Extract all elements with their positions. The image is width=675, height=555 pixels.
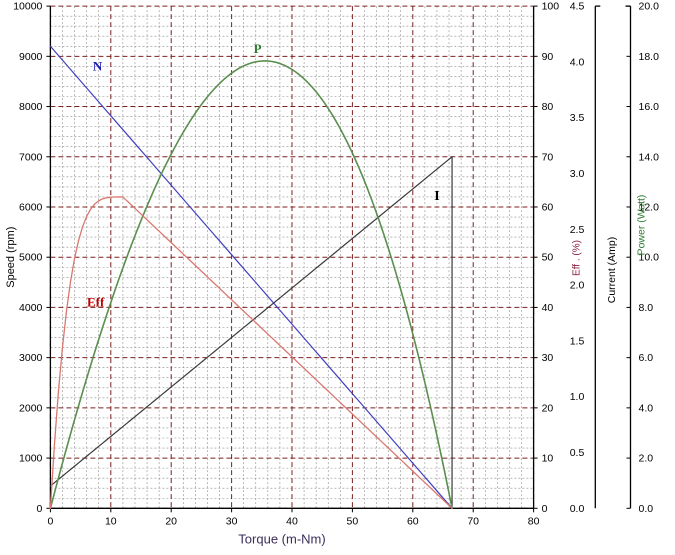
svg-text:30: 30 [226, 515, 238, 527]
svg-text:100: 100 [542, 1, 560, 13]
svg-text:I: I [434, 189, 439, 204]
svg-text:0.5: 0.5 [570, 447, 585, 459]
svg-text:8000: 8000 [19, 101, 43, 113]
svg-text:0.0: 0.0 [570, 503, 585, 515]
svg-text:2.5: 2.5 [570, 224, 585, 236]
svg-text:6.0: 6.0 [639, 352, 654, 364]
svg-text:20: 20 [165, 515, 177, 527]
svg-text:P: P [254, 41, 262, 56]
svg-text:4.5: 4.5 [570, 1, 585, 13]
svg-text:1.5: 1.5 [570, 335, 585, 347]
svg-text:8.0: 8.0 [639, 302, 654, 314]
svg-text:N: N [93, 58, 103, 73]
svg-text:3.5: 3.5 [570, 112, 585, 124]
svg-text:7000: 7000 [19, 151, 43, 163]
svg-text:4000: 4000 [19, 302, 43, 314]
svg-text:4.0: 4.0 [570, 56, 585, 68]
svg-text:Speed (rpm): Speed (rpm) [5, 227, 17, 288]
svg-text:Current (Amp): Current (Amp) [606, 237, 618, 304]
svg-text:Eff: Eff [87, 294, 105, 309]
svg-text:40: 40 [286, 515, 298, 527]
svg-text:20.0: 20.0 [639, 1, 660, 13]
svg-text:10000: 10000 [13, 1, 42, 13]
svg-text:3.0: 3.0 [570, 168, 585, 180]
svg-text:0.0: 0.0 [639, 503, 654, 515]
svg-text:Torque (m-Nm): Torque (m-Nm) [238, 531, 325, 546]
svg-text:2.0: 2.0 [639, 453, 654, 465]
svg-text:10: 10 [542, 453, 554, 465]
svg-text:80: 80 [542, 101, 554, 113]
svg-text:1.0: 1.0 [570, 391, 585, 403]
svg-text:5000: 5000 [19, 252, 43, 264]
svg-text:2.0: 2.0 [570, 280, 585, 292]
svg-text:14.0: 14.0 [639, 151, 660, 163]
svg-text:60: 60 [407, 515, 419, 527]
svg-text:30: 30 [542, 352, 554, 364]
svg-text:0: 0 [37, 503, 43, 515]
svg-text:90: 90 [542, 51, 554, 63]
svg-text:50: 50 [542, 252, 554, 264]
svg-text:18.0: 18.0 [639, 51, 660, 63]
svg-text:70: 70 [467, 515, 479, 527]
svg-text:Eff . (%): Eff . (%) [571, 240, 582, 276]
svg-text:9000: 9000 [19, 51, 43, 63]
svg-text:0: 0 [542, 503, 548, 515]
svg-text:40: 40 [542, 302, 554, 314]
svg-text:2000: 2000 [19, 402, 43, 414]
svg-text:1000: 1000 [19, 453, 43, 465]
svg-text:0: 0 [47, 515, 53, 527]
svg-text:16.0: 16.0 [639, 101, 660, 113]
svg-text:60: 60 [542, 201, 554, 213]
svg-text:4.0: 4.0 [639, 402, 654, 414]
svg-text:50: 50 [347, 515, 359, 527]
svg-text:6000: 6000 [19, 201, 43, 213]
svg-text:70: 70 [542, 151, 554, 163]
svg-text:3000: 3000 [19, 352, 43, 364]
svg-text:20: 20 [542, 402, 554, 414]
svg-text:10: 10 [105, 515, 117, 527]
svg-text:Power (Watt): Power (Watt) [636, 195, 648, 256]
svg-text:80: 80 [528, 515, 540, 527]
